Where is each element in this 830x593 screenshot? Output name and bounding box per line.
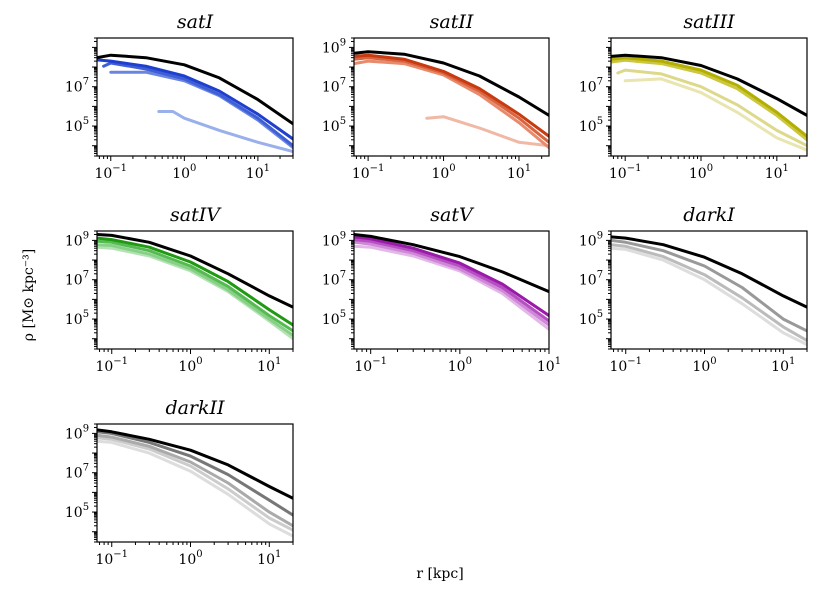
x-tick-label: 100 bbox=[448, 356, 472, 375]
y-tick-label: 105 bbox=[65, 116, 89, 135]
x-tick-label: 100 bbox=[431, 163, 455, 182]
y-tick-label: 107 bbox=[322, 77, 346, 96]
panels-group: satI 10−1 100 101 105 107 satII 10−1 100 101 105 10… bbox=[65, 11, 808, 568]
series-line-0 bbox=[611, 53, 807, 117]
x-tick-label: 101 bbox=[765, 163, 789, 182]
panel-title: satIII bbox=[683, 11, 735, 33]
panel-darkII: darkII 10−1 100 101 105 107 109 bbox=[65, 397, 294, 568]
y-tick-label: 109 bbox=[579, 230, 603, 249]
series-line-3 bbox=[611, 246, 807, 347]
x-tick-label: 100 bbox=[692, 356, 716, 375]
series-line-1 bbox=[354, 53, 549, 138]
panel-darkI: darkI 10−1 100 101 105 107 109 bbox=[579, 204, 808, 375]
series-line-4 bbox=[97, 439, 293, 538]
y-tick-label: 105 bbox=[322, 309, 346, 328]
series-line-1 bbox=[97, 430, 293, 517]
panel-satIII: satIII 10−1 100 101 105 107 bbox=[579, 11, 808, 182]
panel-title: satII bbox=[430, 11, 474, 33]
y-tick-label: 107 bbox=[65, 270, 89, 289]
y-tick-label: 105 bbox=[65, 502, 89, 521]
series-line-0 bbox=[354, 233, 549, 294]
x-tick-label: 10−1 bbox=[95, 356, 128, 375]
y-tick-label: 109 bbox=[322, 37, 346, 56]
axes-frame bbox=[610, 230, 808, 350]
y-tick-label: 107 bbox=[579, 270, 603, 289]
y-tick-label: 105 bbox=[579, 116, 603, 135]
series-group bbox=[97, 428, 293, 538]
panel-title: satI bbox=[177, 11, 214, 33]
series-line-1 bbox=[611, 238, 807, 333]
series-line-4 bbox=[425, 115, 549, 148]
series-group bbox=[354, 233, 549, 331]
series-line-4 bbox=[157, 110, 293, 154]
panel-title: satIV bbox=[170, 204, 222, 226]
x-tick-label: 101 bbox=[257, 549, 281, 568]
x-tick-label: 10−1 bbox=[94, 163, 127, 182]
series-group bbox=[97, 53, 293, 154]
x-tick-label: 100 bbox=[689, 163, 713, 182]
panel-title: darkI bbox=[683, 204, 735, 226]
series-line-2 bbox=[102, 61, 293, 148]
y-tick-label: 105 bbox=[65, 309, 89, 328]
y-tick-label: 109 bbox=[65, 423, 89, 442]
series-line-3 bbox=[354, 59, 549, 150]
series-line-1 bbox=[611, 56, 807, 138]
panel-satII: satII 10−1 100 101 105 107 109 bbox=[322, 11, 550, 182]
series-line-0 bbox=[97, 233, 293, 309]
y-axis-label: ρ [M⊙ kpc⁻³] bbox=[21, 249, 37, 341]
series-line-2 bbox=[354, 56, 549, 144]
y-tick-label: 107 bbox=[579, 77, 603, 96]
y-tick-label: 107 bbox=[65, 77, 89, 96]
series-line-2 bbox=[354, 238, 549, 323]
series-line-2 bbox=[97, 433, 293, 528]
panel-satV: satV 10−1 100 101 105 107 109 bbox=[322, 204, 561, 375]
series-line-4 bbox=[97, 245, 293, 341]
series-line-4 bbox=[354, 244, 549, 331]
series-line-0 bbox=[97, 428, 293, 500]
x-tick-label: 100 bbox=[178, 549, 202, 568]
x-tick-label: 10−1 bbox=[95, 549, 128, 568]
panel-satI: satI 10−1 100 101 105 107 bbox=[65, 11, 294, 182]
series-line-3 bbox=[97, 243, 293, 337]
x-tick-label: 101 bbox=[771, 356, 795, 375]
series-line-3 bbox=[97, 436, 293, 532]
x-tick-label: 101 bbox=[257, 356, 281, 375]
series-group bbox=[611, 53, 807, 152]
series-line-2 bbox=[97, 239, 293, 333]
series-line-1 bbox=[97, 58, 293, 141]
x-tick-label: 101 bbox=[507, 163, 531, 182]
panel-title: darkII bbox=[165, 397, 225, 419]
series-line-1 bbox=[354, 235, 549, 318]
series-line-1 bbox=[97, 236, 293, 327]
x-tick-label: 10−1 bbox=[354, 356, 387, 375]
x-tick-label: 10−1 bbox=[352, 163, 385, 182]
y-tick-label: 107 bbox=[65, 463, 89, 482]
series-line-2 bbox=[611, 243, 807, 343]
panel-satIV: satIV 10−1 100 101 105 107 109 bbox=[65, 204, 294, 375]
y-tick-label: 105 bbox=[579, 309, 603, 328]
y-tick-label: 105 bbox=[322, 116, 346, 135]
x-tick-label: 10−1 bbox=[609, 163, 642, 182]
series-group bbox=[97, 233, 293, 341]
series-line-4 bbox=[623, 77, 807, 152]
y-tick-label: 107 bbox=[322, 270, 346, 289]
series-group bbox=[354, 50, 549, 150]
y-tick-label: 109 bbox=[65, 230, 89, 249]
panel-title: satV bbox=[430, 204, 475, 226]
x-tick-label: 100 bbox=[178, 356, 202, 375]
series-line-0 bbox=[97, 53, 293, 126]
series-line-2 bbox=[611, 58, 807, 142]
series-line-3 bbox=[354, 240, 549, 327]
y-tick-label: 109 bbox=[322, 230, 346, 249]
series-line-3 bbox=[616, 68, 807, 148]
series-line-0 bbox=[354, 50, 549, 117]
x-tick-label: 101 bbox=[537, 356, 561, 375]
x-tick-label: 101 bbox=[246, 163, 270, 182]
x-tick-label: 100 bbox=[172, 163, 196, 182]
series-group bbox=[611, 235, 807, 347]
x-axis-label: r [kpc] bbox=[416, 566, 463, 582]
series-line-0 bbox=[611, 235, 807, 309]
x-tick-label: 10−1 bbox=[609, 356, 642, 375]
